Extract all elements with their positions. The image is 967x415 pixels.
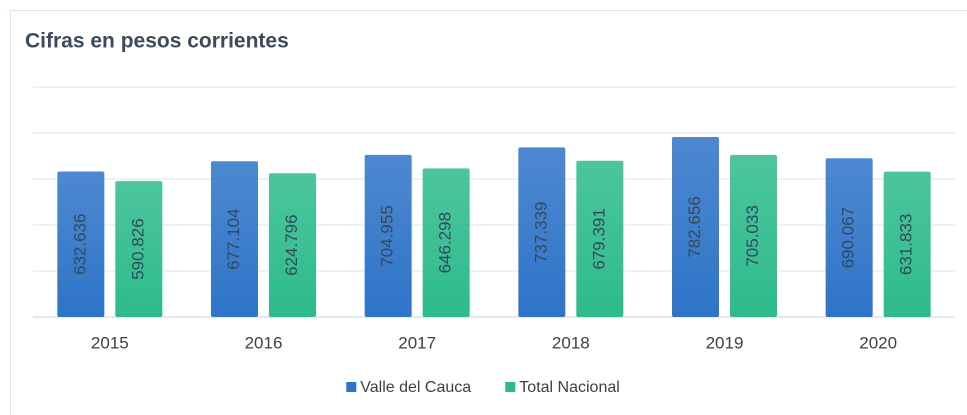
bar bbox=[364, 154, 412, 317]
bar bbox=[672, 136, 719, 317]
data-label: 646.298 bbox=[436, 212, 455, 273]
x-tick-label: 2016 bbox=[245, 333, 283, 352]
bar bbox=[730, 154, 777, 317]
data-label: 624.796 bbox=[282, 214, 301, 275]
legend-label: Valle del Cauca bbox=[360, 379, 471, 396]
bar bbox=[576, 160, 624, 317]
bar bbox=[422, 168, 470, 317]
chart-frame bbox=[10, 10, 967, 415]
bar bbox=[883, 171, 931, 317]
bar bbox=[57, 171, 105, 317]
bar bbox=[269, 173, 316, 317]
data-label: 679.391 bbox=[589, 208, 608, 269]
data-label: 737.339 bbox=[531, 201, 550, 262]
data-label: 677.104 bbox=[224, 208, 243, 269]
x-tick-label: 2019 bbox=[706, 333, 744, 352]
bar bbox=[825, 158, 873, 317]
data-label: 705.033 bbox=[743, 205, 762, 266]
data-label: 631.833 bbox=[897, 214, 916, 275]
x-tick-label: 2017 bbox=[398, 333, 436, 352]
legend-swatch bbox=[346, 382, 357, 392]
data-label: 632.636 bbox=[70, 214, 89, 275]
x-tick-label: 2020 bbox=[859, 333, 897, 352]
chart-title: Cifras en pesos corrientes bbox=[25, 30, 289, 53]
data-label: 782.656 bbox=[685, 196, 704, 257]
data-label: 704.955 bbox=[378, 205, 397, 266]
legend-swatch bbox=[505, 382, 516, 392]
x-tick-label: 2018 bbox=[552, 333, 590, 352]
data-label: 590.826 bbox=[128, 218, 147, 279]
bar bbox=[115, 181, 163, 317]
bar bbox=[518, 147, 566, 317]
bar bbox=[211, 161, 258, 317]
data-label: 690.067 bbox=[839, 207, 858, 268]
legend-label: Total Nacional bbox=[519, 379, 620, 396]
x-tick-label: 2015 bbox=[91, 333, 129, 352]
